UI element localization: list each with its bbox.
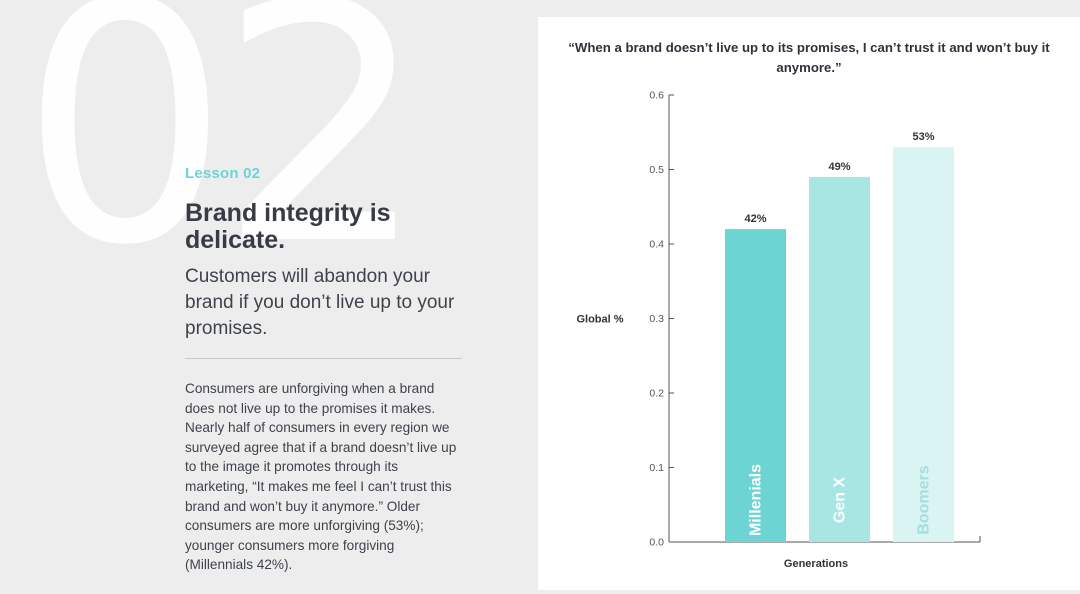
data-label: 42% <box>744 213 766 225</box>
category-label: Gen X <box>832 477 849 524</box>
category-label: Boomers <box>916 465 933 534</box>
x-axis-label: Generations <box>784 558 848 570</box>
bar-gen-x <box>809 176 870 542</box>
y-tick-label: 0.3 <box>649 313 664 325</box>
lesson-number-watermark: 02 <box>20 0 428 317</box>
divider <box>185 358 462 359</box>
y-tick-label: 0.1 <box>649 462 664 474</box>
y-tick-label: 0.4 <box>649 239 664 251</box>
chart-title: “When a brand doesn’t live up to its pro… <box>568 40 1050 75</box>
body-paragraph: Consumers are unforgiving when a brand d… <box>185 381 457 573</box>
bar-chart: 0.0 0.1 0.2 0.3 0.4 0.5 0.6 Global % Generations… <box>576 90 981 570</box>
bar-boomers <box>893 147 954 542</box>
y-tick-label: 0.0 <box>649 537 664 549</box>
lesson-label: Lesson 02 <box>185 165 261 182</box>
data-label: 53% <box>912 131 934 143</box>
data-label: 49% <box>828 161 850 173</box>
y-tick-label: 0.5 <box>649 164 664 176</box>
y-tick-label: 0.6 <box>649 90 664 102</box>
category-label: Millenials <box>748 464 765 536</box>
y-axis-label: Global % <box>576 314 623 326</box>
chart-card: “When a brand doesn’t live up to its pro… <box>538 17 1080 590</box>
headline: Brand integrity is delicate. <box>185 199 391 254</box>
subhead: Customers will abandon your brand if you… <box>185 266 455 339</box>
bar-millenials <box>725 229 786 542</box>
y-tick-label: 0.2 <box>649 388 664 400</box>
